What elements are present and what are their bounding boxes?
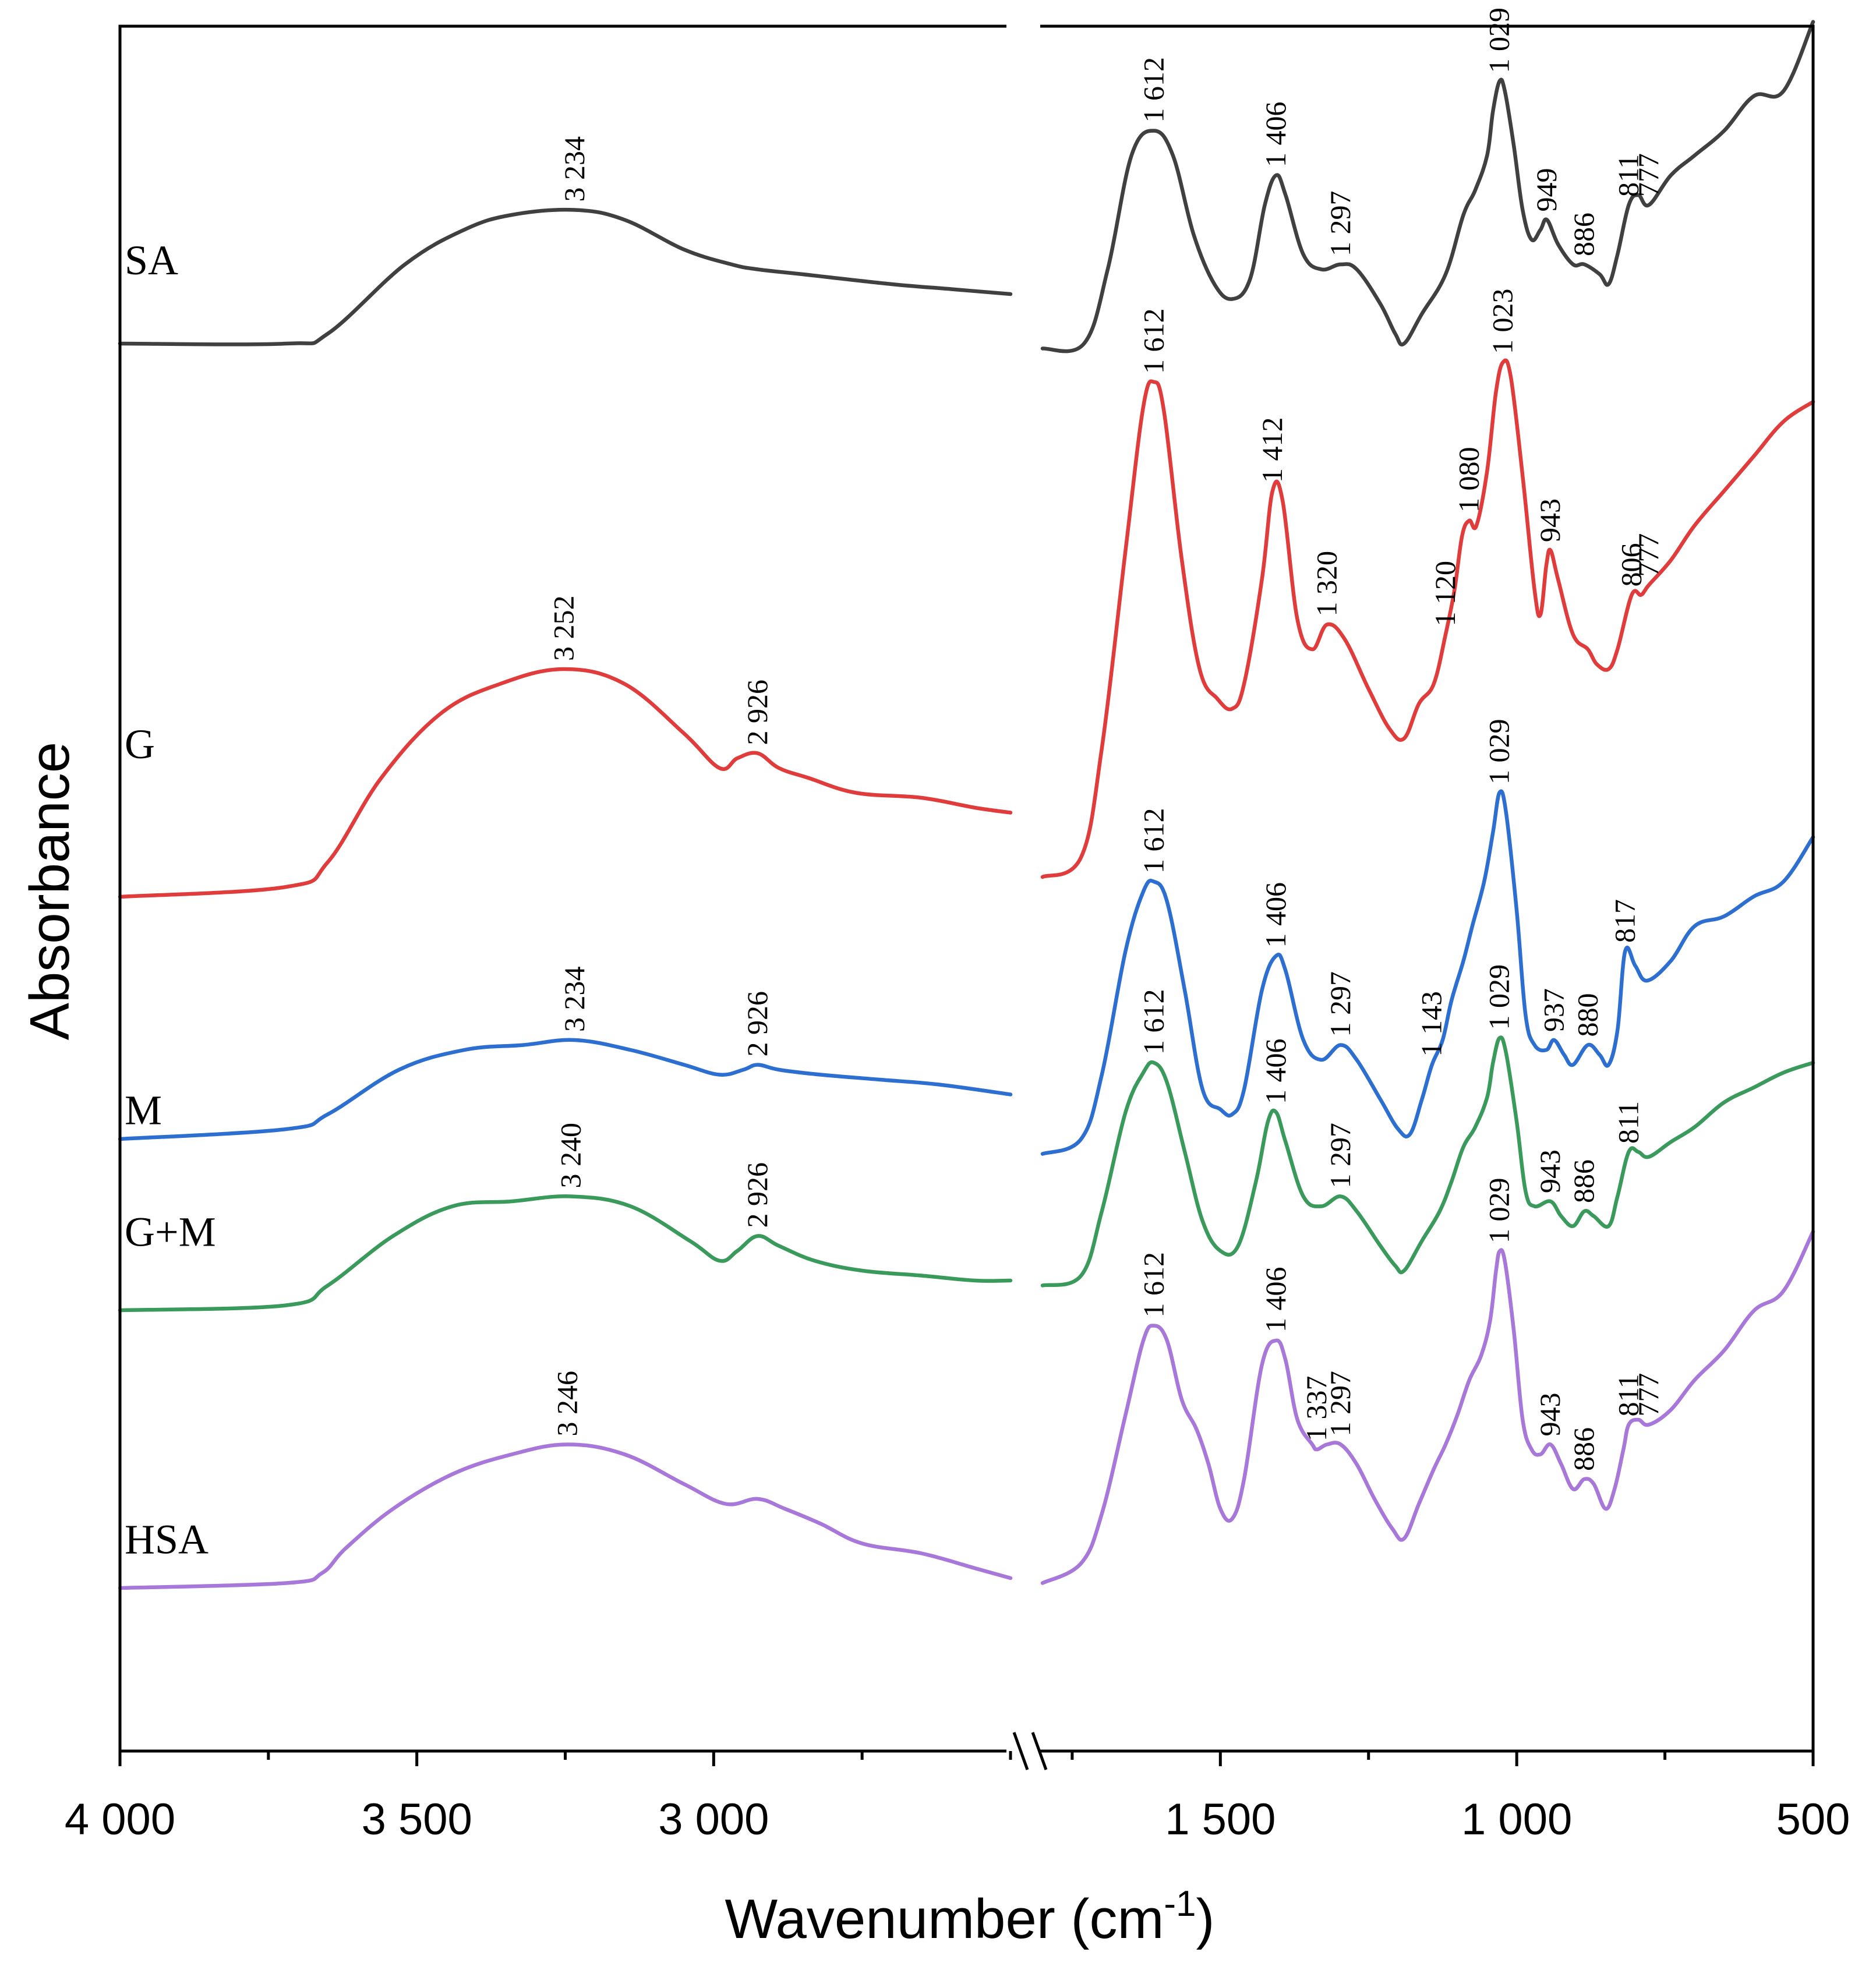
spectrum-sa-left <box>118 207 1013 346</box>
peak-label-hsa-1029: 1 029 <box>1483 1178 1515 1244</box>
peak-label-m-1406: 1 406 <box>1259 882 1292 948</box>
series-label-g: G <box>125 721 155 768</box>
peak-label-m-880: 880 <box>1571 993 1603 1037</box>
peak-label-hsa-811: 811 <box>1612 1374 1645 1416</box>
peak-label-m-1612: 1 612 <box>1137 808 1170 874</box>
x-tick-label: 500 <box>1776 1795 1850 1844</box>
peak-label-hsa-886: 886 <box>1567 1427 1600 1471</box>
peak-label-m-2926: 2 926 <box>741 991 773 1057</box>
peak-label-g-1023: 1 023 <box>1486 289 1519 355</box>
peak-label-g-1612: 1 612 <box>1137 309 1170 374</box>
spectrum-m-left <box>118 1038 1013 1141</box>
peak-label-m-817: 817 <box>1608 899 1641 943</box>
peak-label-g-m-3240: 3 240 <box>554 1123 587 1189</box>
peak-label-g-m-943: 943 <box>1534 1150 1566 1193</box>
peak-label-sa-3234: 3 234 <box>558 136 591 202</box>
peak-label-g-943: 943 <box>1534 498 1566 542</box>
spectra-layer <box>118 20 1815 1590</box>
peak-label-g-806: 806 <box>1615 543 1648 587</box>
peak-label-g-1080: 1 080 <box>1453 447 1485 513</box>
peak-label-sa-949: 949 <box>1530 168 1563 212</box>
peak-label-g-m-2926: 2 926 <box>741 1162 773 1228</box>
peak-label-hsa-943: 943 <box>1534 1393 1566 1437</box>
peak-label-m-3234: 3 234 <box>558 967 591 1032</box>
axis-break-mark <box>1031 1732 1048 1770</box>
peak-label-sa-1612: 1 612 <box>1137 57 1170 123</box>
axes-layer <box>118 24 1815 1770</box>
peak-label-m-1143: 1 143 <box>1415 991 1448 1057</box>
series-label-sa: SA <box>125 237 178 284</box>
spectrum-g-right <box>1040 358 1815 879</box>
plot-frame <box>118 24 1815 1753</box>
peak-label-g-2926: 2 926 <box>741 680 773 745</box>
series-label-hsa: HSA <box>125 1516 209 1563</box>
peak-label-g-m-1612: 1 612 <box>1137 989 1170 1055</box>
peak-label-hsa-3246: 3 246 <box>551 1371 584 1437</box>
axis-break-mark <box>1012 1732 1029 1770</box>
spectrum-m-right <box>1040 789 1815 1156</box>
spectrum-g-left <box>118 667 1013 899</box>
peak-label-m-1029: 1 029 <box>1483 719 1515 785</box>
x-tick-label: 4 000 <box>65 1795 175 1844</box>
peak-label-g-1412: 1 412 <box>1256 418 1288 483</box>
peak-label-g-1320: 1 320 <box>1310 551 1343 617</box>
x-tick-label: 1 000 <box>1461 1795 1572 1844</box>
peak-label-g-3252: 3 252 <box>547 596 580 662</box>
spectrum-sa-right <box>1040 20 1815 353</box>
x-ticks: 4 000 3 500 3 000 1 500 1 000 500 <box>65 1751 1850 1844</box>
peak-label-m-1297: 1 297 <box>1324 971 1356 1037</box>
peak-label-hsa-1297: 1 297 <box>1324 1371 1356 1437</box>
peak-label-m-937: 937 <box>1537 988 1570 1032</box>
y-axis-title: Absorbance <box>19 742 81 1040</box>
peak-label-hsa-1406: 1 406 <box>1259 1267 1292 1333</box>
peak-label-sa-1297: 1 297 <box>1324 191 1356 257</box>
spectrum-g-m-right <box>1040 1035 1815 1288</box>
x-axis-title: Wavenumber (cm-1) <box>725 1884 1214 1950</box>
peak-label-g-m-1029: 1 029 <box>1483 964 1515 1030</box>
peak-label-sa-886: 886 <box>1567 213 1600 256</box>
x-tick-label: 3 000 <box>658 1795 769 1844</box>
series-label-g-m: G+M <box>125 1209 216 1255</box>
peak-label-g-m-1297: 1 297 <box>1324 1123 1356 1189</box>
spectrum-hsa-left <box>118 1442 1013 1590</box>
peak-label-g-m-1406: 1 406 <box>1259 1039 1292 1105</box>
peak-label-hsa-1612: 1 612 <box>1137 1252 1170 1318</box>
series-label-m: M <box>125 1087 162 1134</box>
spectrum-hsa-right <box>1040 1229 1815 1585</box>
peak-label-g-m-886: 886 <box>1567 1159 1600 1203</box>
x-tick-label: 1 500 <box>1165 1795 1276 1844</box>
peak-label-sa-1029: 1 029 <box>1483 8 1515 73</box>
spectrum-g-m-left <box>118 1194 1013 1313</box>
peak-label-hsa-777: 777 <box>1632 1373 1665 1417</box>
peak-label-sa-811: 811 <box>1612 154 1645 197</box>
x-tick-label: 3 500 <box>362 1795 472 1844</box>
peak-label-g-m-811: 811 <box>1612 1101 1645 1144</box>
peak-label-sa-1406: 1 406 <box>1259 102 1292 168</box>
peak-label-hsa-1337: 1 337 <box>1300 1376 1333 1442</box>
peak-label-sa-777: 777 <box>1632 153 1665 197</box>
peak-label-g-1120: 1 120 <box>1429 561 1461 627</box>
peak-label-g-777: 777 <box>1632 533 1665 577</box>
